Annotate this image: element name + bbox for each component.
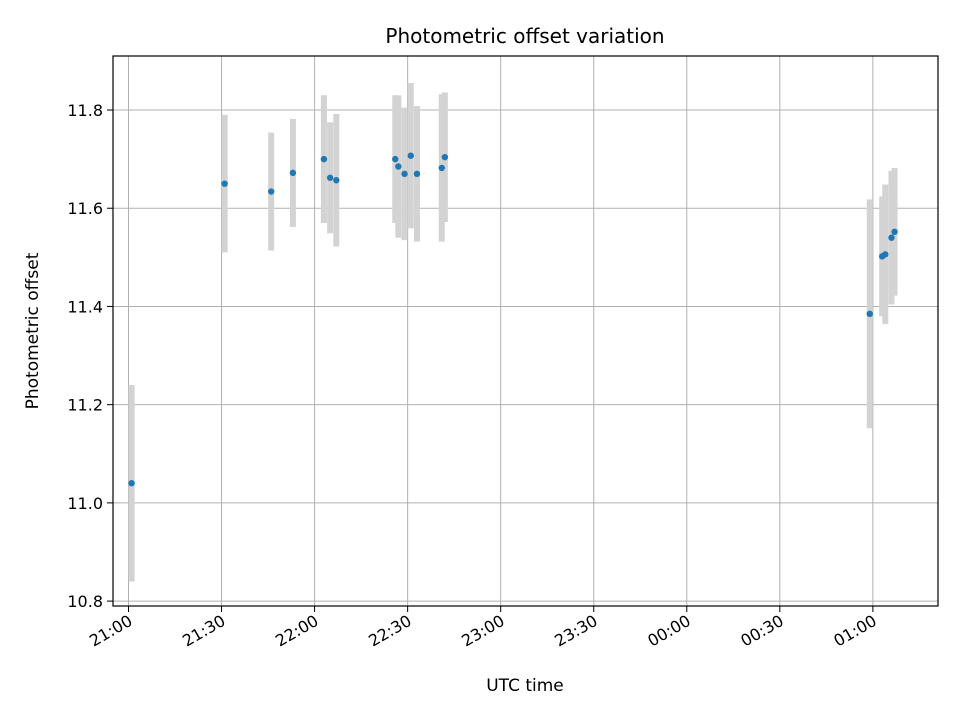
y-tick-label: 11.2 [67, 396, 103, 415]
data-points [128, 152, 898, 487]
chart-title: Photometric offset variation [385, 24, 664, 48]
y-tick-label: 11.0 [67, 494, 103, 513]
data-point [866, 310, 873, 318]
data-point [882, 251, 889, 258]
x-axis-label: UTC time [486, 676, 564, 696]
data-point [395, 163, 402, 170]
data-point [392, 155, 399, 163]
y-tick-label: 11.4 [67, 297, 103, 316]
data-point [891, 228, 898, 236]
y-axis-label: Photometric offset [23, 252, 43, 409]
data-point [326, 174, 334, 181]
data-point [128, 480, 135, 487]
data-point [438, 164, 445, 172]
data-point [320, 155, 328, 163]
data-point [407, 152, 414, 159]
data-point [267, 188, 275, 195]
y-tick-label: 10.8 [67, 592, 103, 611]
data-point [333, 177, 340, 184]
data-point [289, 169, 297, 177]
data-point [888, 234, 895, 241]
y-tick-label: 11.6 [67, 199, 103, 218]
data-point [413, 170, 421, 178]
data-point [401, 170, 408, 178]
plot-frame [112, 55, 939, 607]
y-tick-label: 11.8 [67, 101, 103, 120]
grid [113, 56, 938, 606]
data-point [441, 153, 449, 161]
data-point [221, 180, 228, 187]
